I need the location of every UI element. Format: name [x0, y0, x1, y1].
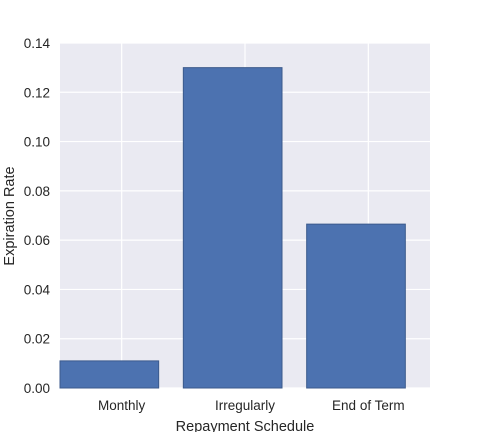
y-tick-label: 0.02 — [24, 332, 50, 347]
x-tick-label: End of Term — [332, 398, 405, 413]
y-tick-label: 0.10 — [24, 135, 50, 150]
x-tick-label: Irregularly — [215, 398, 275, 413]
y-tick-label: 0.08 — [24, 184, 50, 199]
y-tick-label: 0.14 — [24, 36, 51, 51]
bar-monthly — [59, 360, 160, 389]
y-tick-label: 0.06 — [24, 233, 50, 248]
x-axis-label: Repayment Schedule — [176, 419, 315, 432]
bar-irregularly — [182, 67, 283, 389]
y-tick-labels: 0.00 0.02 0.04 0.06 0.08 0.10 0.12 0.14 — [24, 36, 51, 396]
x-tick-labels: Monthly Irregularly End of Term — [98, 398, 405, 413]
bar-end-of-term — [306, 223, 406, 389]
x-tick-label: Monthly — [98, 398, 146, 413]
y-tick-label: 0.04 — [24, 282, 51, 297]
y-axis-label: Expiration Rate — [2, 166, 18, 265]
bars — [59, 67, 406, 389]
y-tick-label: 0.00 — [24, 381, 50, 396]
y-tick-label: 0.12 — [24, 85, 50, 100]
